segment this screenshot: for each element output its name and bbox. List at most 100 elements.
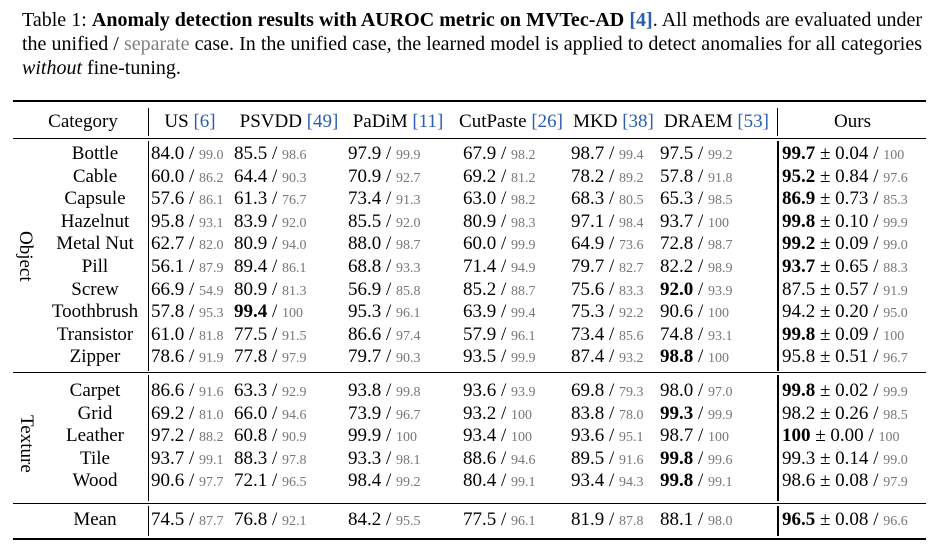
separate-value: 100 (282, 306, 304, 321)
unified-value: 56.9 (348, 279, 382, 300)
category-label: Transistor (56, 324, 134, 345)
caption-rest2: case. In the unified case, the learned m… (189, 33, 923, 55)
separate-value: 94.6 (511, 453, 536, 468)
column-separator (777, 375, 779, 501)
caption-bold: Anomaly detection results with AUROC met… (91, 9, 625, 31)
table-cell: 73.4 / 91.3 (348, 188, 421, 209)
table-cell: 97.2 / 88.2 (151, 425, 224, 446)
unified-value: 89.4 (234, 256, 268, 277)
ours-std: ± 0.09 (820, 324, 869, 345)
column-separator (148, 506, 149, 536)
category-label: Cable (72, 166, 118, 187)
unified-value: 93.3 (348, 448, 382, 469)
separate-value: 78.0 (619, 408, 644, 423)
unified-value: 77.8 (234, 346, 268, 367)
unified-value: 69.2 (151, 403, 185, 424)
separate-value: 86.1 (282, 261, 307, 276)
separate-value: 93.3 (396, 261, 421, 276)
table-cell: 77.5 / 91.5 (234, 324, 307, 345)
bottom-rule (13, 538, 926, 540)
ours-separate-value: 91.9 (883, 284, 908, 299)
table-cell: 74.5 / 87.7 (151, 509, 224, 530)
ours-separate-value: 96.6 (883, 514, 908, 529)
ours-unified-value: 100 (782, 425, 811, 446)
header-ref[interactable]: [11] (412, 111, 444, 132)
unified-value: 73.4 (348, 188, 382, 209)
ours-std: ± 0.04 (820, 143, 869, 164)
unified-value: 69.2 (463, 166, 497, 187)
table-cell: 56.9 / 85.8 (348, 279, 421, 300)
unified-value: 97.5 (660, 143, 694, 164)
separate-value: 100 (708, 430, 730, 445)
unified-value: 87.4 (571, 346, 605, 367)
unified-value: 66.0 (234, 403, 268, 424)
header-ref[interactable]: [26] (531, 111, 563, 132)
unified-value: 75.6 (571, 279, 605, 300)
table-cell: 79.7 / 82.7 (571, 256, 644, 277)
table-cell: 77.5 / 96.1 (463, 509, 536, 530)
table-cell: 95.8 / 93.1 (151, 211, 224, 232)
table-cell: 90.6 / 100 (660, 301, 730, 322)
ours-std: ± 0.02 (820, 380, 869, 401)
separate-value: 93.9 (708, 284, 733, 299)
table-cell: 97.5 / 99.2 (660, 143, 733, 164)
header-ref[interactable]: [49] (306, 111, 339, 132)
table-cell: 88.1 / 98.0 (660, 509, 733, 530)
separate-value: 99.0 (199, 148, 224, 163)
separate-value: 100 (708, 351, 730, 366)
table-cell: 80.9 / 98.3 (463, 211, 536, 232)
table-cell: 85.5 / 92.0 (348, 211, 421, 232)
separate-value: 100 (708, 306, 730, 321)
separate-value: 97.9 (282, 351, 307, 366)
unified-value: 93.7 (151, 448, 185, 469)
separate-value: 98.7 (396, 238, 421, 253)
header-label: DRAEM (663, 111, 733, 132)
unified-value: 98.8 (660, 346, 694, 367)
header-ref[interactable]: [6] (193, 111, 216, 132)
unified-value: 88.6 (463, 448, 497, 469)
caption-ref[interactable]: [4] (629, 9, 653, 31)
ours-separate-value: 85.3 (883, 193, 908, 208)
ours-unified-value: 99.7 (782, 143, 816, 164)
table-cell: 68.3 / 80.5 (571, 188, 644, 209)
category-label: Carpet (69, 380, 121, 401)
table-cell: 89.4 / 86.1 (234, 256, 307, 277)
ours-cell: 99.3 ± 0.14 / 99.0 (782, 448, 908, 469)
table-cell: 75.3 / 92.2 (571, 301, 644, 322)
header-label: CutPaste (459, 111, 527, 132)
ours-unified-value: 96.5 (782, 509, 816, 530)
table-cell: 78.6 / 91.9 (151, 346, 224, 367)
separate-value: 96.1 (511, 514, 536, 529)
header-ref[interactable]: [38] (622, 111, 654, 132)
unified-value: 97.2 (151, 425, 185, 446)
ours-unified-value: 93.7 (782, 256, 816, 277)
separate-value: 91.3 (396, 193, 421, 208)
unified-value: 88.3 (234, 448, 268, 469)
column-separator (148, 375, 149, 501)
caption-rest1: . All methods are evaluated under the un… (22, 9, 923, 55)
unified-value: 95.8 (151, 211, 185, 232)
header-label: MKD (573, 111, 618, 132)
table-cell: 69.8 / 79.3 (571, 380, 644, 401)
header-ref[interactable]: [53] (737, 111, 770, 132)
separate-value: 91.8 (708, 171, 733, 186)
table-cell: 93.6 / 93.9 (463, 380, 536, 401)
ours-std: ± 0.08 (820, 509, 869, 530)
column-header-mkd: MKD [38] (571, 110, 656, 134)
separate-value: 97.0 (708, 385, 733, 400)
table-cell: 93.4 / 94.3 (571, 470, 644, 491)
unified-value: 76.8 (234, 509, 268, 530)
unified-value: 68.8 (348, 256, 382, 277)
unified-value: 60.0 (151, 166, 185, 187)
ours-unified-value: 95.2 (782, 166, 816, 187)
ours-separate-value: 99.0 (883, 453, 908, 468)
separate-value: 92.7 (396, 171, 421, 186)
table-cell: 75.6 / 83.3 (571, 279, 644, 300)
unified-value: 99.3 (660, 403, 694, 424)
separate-value: 81.0 (199, 408, 224, 423)
separate-value: 87.7 (199, 514, 224, 529)
unified-value: 61.0 (151, 324, 185, 345)
column-header-category: Category (22, 110, 144, 134)
unified-value: 63.0 (463, 188, 497, 209)
unified-value: 68.3 (571, 188, 605, 209)
